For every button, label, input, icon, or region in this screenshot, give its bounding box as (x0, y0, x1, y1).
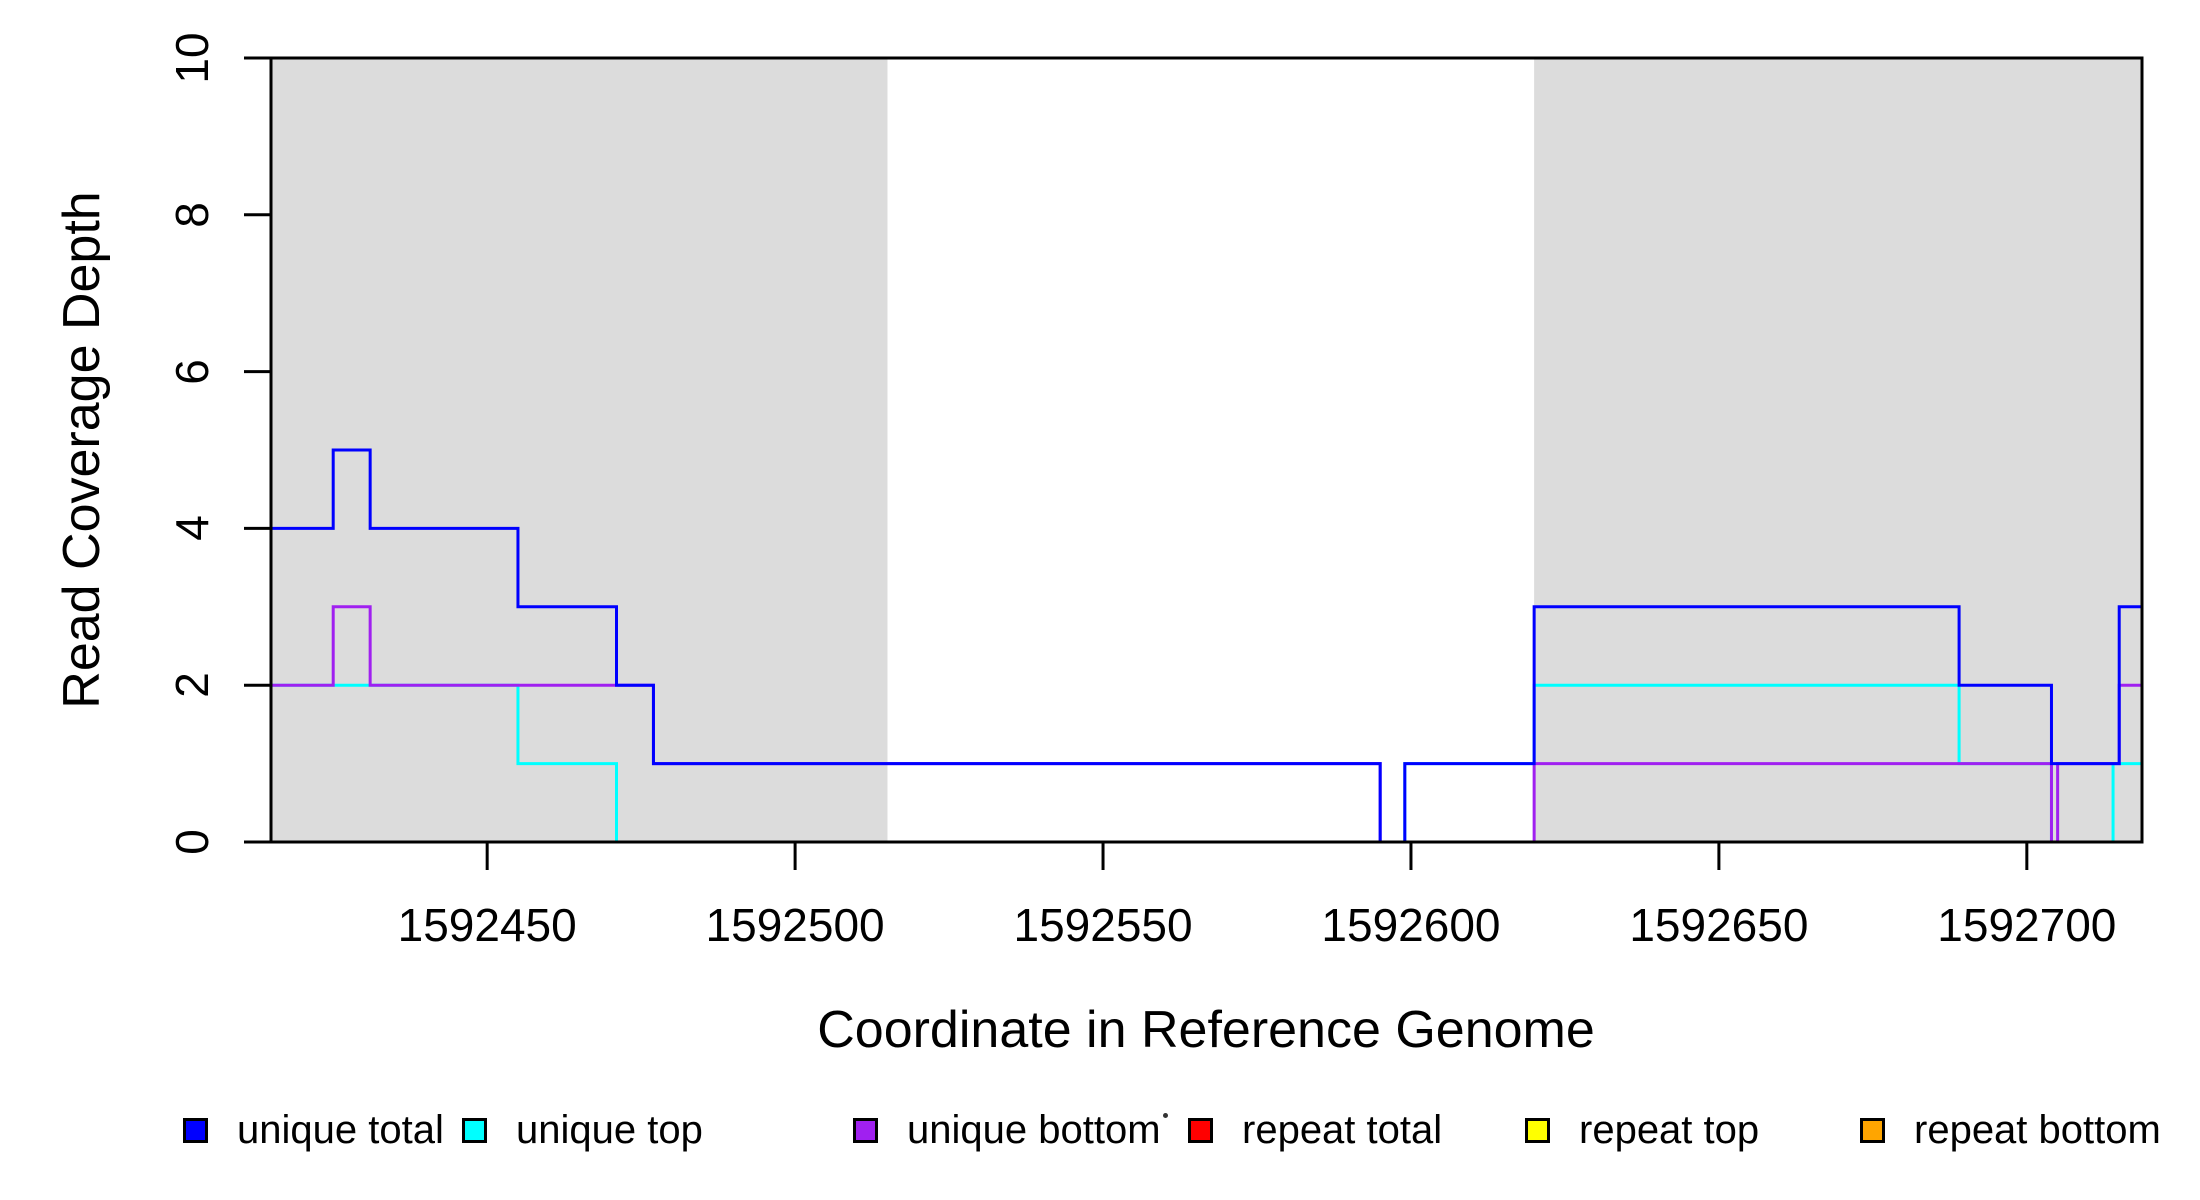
legend-item-unique-top: unique top (462, 1107, 703, 1153)
series-unique-total (271, 448, 2142, 844)
legend-swatch-icon (853, 1117, 878, 1143)
x-axis-title: Coordinate in Reference Genome (817, 1001, 1595, 1059)
y-tick-label: 6 (166, 358, 218, 385)
legend-item-repeat-bottom: repeat bottom (1860, 1107, 2161, 1153)
y-tick-label: 0 (166, 829, 218, 855)
legend-label: repeat total (1242, 1107, 1443, 1152)
x-tick-label: 1592650 (1629, 899, 1809, 951)
x-tick-label: 1592450 (397, 899, 577, 951)
legend-label: unique top (516, 1107, 703, 1152)
x-tick-label: 1592700 (1937, 899, 2117, 951)
shaded-repeat-region (1534, 58, 2142, 842)
legend-item-unique-bottom: unique bottom (853, 1107, 1161, 1153)
legend-swatch-icon (1188, 1117, 1213, 1143)
legend-item-repeat-top: repeat top (1525, 1107, 1759, 1153)
legend-swatch-icon (1525, 1117, 1550, 1143)
y-tick-label: 10 (166, 32, 218, 84)
y-tick-label: 8 (166, 202, 218, 228)
stray-dot (1163, 1113, 1168, 1118)
legend-label: repeat bottom (1914, 1107, 2161, 1152)
y-tick-label: 2 (166, 672, 218, 698)
x-tick-label: 1592600 (1321, 899, 1501, 951)
shaded-repeat-region (271, 58, 888, 842)
x-tick-label: 1592500 (705, 899, 885, 951)
legend-item-repeat-total: repeat total (1188, 1107, 1442, 1153)
y-tick-label: 4 (166, 515, 218, 542)
legend-item-unique-total: unique total (183, 1107, 444, 1153)
legend-swatch-icon (462, 1117, 487, 1143)
legend-label: unique bottom (907, 1107, 1161, 1152)
legend-label: unique total (237, 1107, 444, 1152)
plot-box (269, 56, 2144, 844)
legend-label: repeat top (1579, 1107, 1760, 1152)
y-axis-title: Read Coverage Depth (53, 191, 111, 709)
legend-swatch-icon (1860, 1117, 1885, 1143)
legend-swatch-icon (183, 1117, 208, 1143)
x-tick-label: 1592550 (1013, 899, 1193, 951)
